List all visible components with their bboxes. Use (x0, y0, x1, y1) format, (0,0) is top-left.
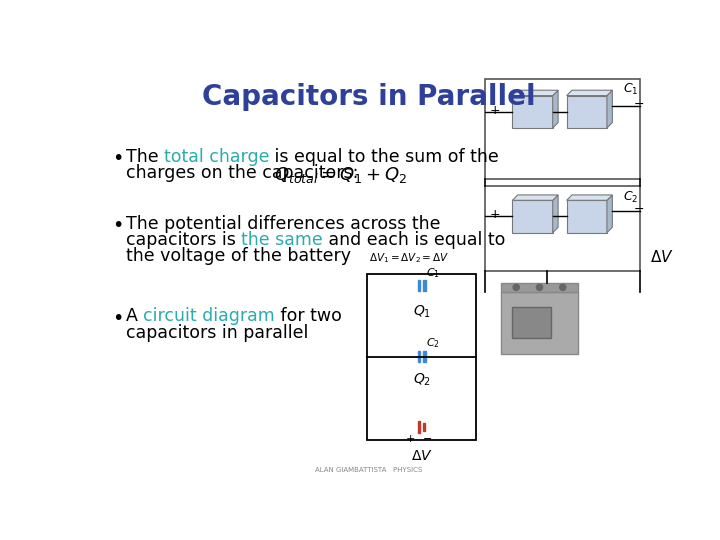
Text: capacitors is: capacitors is (126, 231, 241, 249)
Text: ALAN GIAMBATTISTA   PHYSICS: ALAN GIAMBATTISTA PHYSICS (315, 467, 423, 473)
Polygon shape (513, 195, 558, 200)
Bar (418, 280, 420, 291)
Text: is equal to the sum of the: is equal to the sum of the (269, 148, 499, 166)
Text: total charge: total charge (163, 148, 269, 166)
Circle shape (559, 284, 566, 291)
Text: $C_1$: $C_1$ (426, 266, 441, 280)
Text: −: − (423, 434, 433, 444)
Text: circuit diagram: circuit diagram (143, 307, 275, 325)
Text: charges on the capacitors:: charges on the capacitors: (126, 164, 364, 182)
Polygon shape (567, 195, 612, 200)
Bar (485, 79, 640, 179)
Text: $C_2$: $C_2$ (426, 336, 440, 350)
Circle shape (513, 284, 519, 291)
Text: −: − (634, 203, 644, 216)
Polygon shape (567, 96, 607, 128)
Text: $C_2$: $C_2$ (624, 190, 639, 205)
Text: +: + (490, 208, 500, 221)
Text: $Q_{total} = Q_1 + Q_2$: $Q_{total} = Q_1 + Q_2$ (274, 165, 408, 185)
Text: the same: the same (241, 231, 323, 249)
Text: •: • (112, 150, 123, 168)
Text: the voltage of the battery: the voltage of the battery (126, 247, 351, 265)
Text: −: − (634, 98, 644, 111)
Text: The potential differences across the: The potential differences across the (126, 215, 440, 233)
Text: $\Delta V$: $\Delta V$ (649, 249, 673, 265)
Text: $\Delta V_1 = \Delta V_2 = \Delta V$: $\Delta V_1 = \Delta V_2 = \Delta V$ (369, 251, 449, 265)
Text: +: + (406, 434, 415, 444)
Polygon shape (567, 90, 612, 96)
Text: •: • (112, 217, 123, 235)
Bar (418, 351, 420, 362)
Polygon shape (567, 200, 607, 233)
Polygon shape (513, 90, 558, 96)
Text: and each is equal to: and each is equal to (323, 231, 505, 249)
Polygon shape (607, 90, 612, 128)
Polygon shape (553, 90, 558, 128)
Bar (423, 423, 425, 430)
Bar (500, 292, 578, 354)
Polygon shape (513, 200, 553, 233)
Text: $C_1$: $C_1$ (624, 82, 639, 97)
Text: $Q_1$: $Q_1$ (413, 303, 431, 320)
Bar (418, 421, 420, 433)
Bar (423, 351, 426, 362)
Text: The: The (126, 148, 163, 166)
Polygon shape (513, 96, 553, 128)
Text: +: + (490, 104, 500, 117)
Bar (485, 186, 640, 271)
Text: •: • (112, 309, 123, 328)
Text: $\Delta V$: $\Delta V$ (411, 449, 433, 463)
Bar (513, 307, 551, 338)
Text: A: A (126, 307, 143, 325)
Text: for two: for two (275, 307, 342, 325)
Polygon shape (553, 195, 558, 233)
Text: Capacitors in Parallel: Capacitors in Parallel (202, 83, 536, 111)
Circle shape (536, 284, 543, 291)
Text: $Q_2$: $Q_2$ (413, 372, 431, 388)
Bar (423, 280, 426, 291)
Polygon shape (607, 195, 612, 233)
Bar (500, 283, 578, 292)
Text: capacitors in parallel: capacitors in parallel (126, 323, 308, 341)
Bar (367, 274, 476, 440)
